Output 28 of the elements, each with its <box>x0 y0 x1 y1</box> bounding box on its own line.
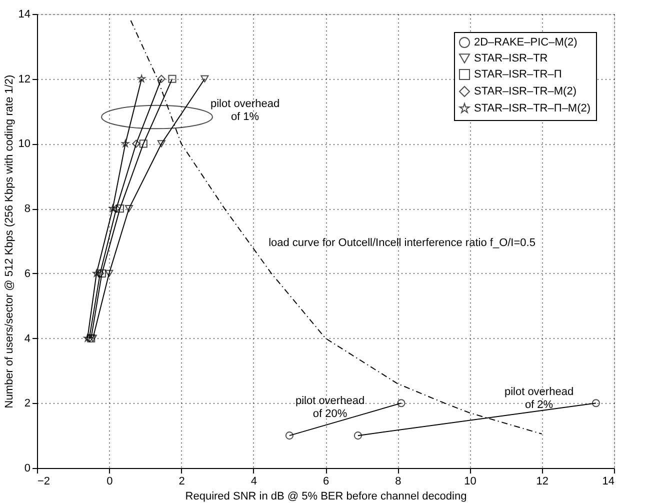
y-axis-title: Number of users/sector @ 512 Kbps (256 Kbps with coding rate 1/2) <box>3 74 16 408</box>
legend-label: 2D–RAKE–PIC–M(2) <box>474 36 578 48</box>
x-tick-label: 8 <box>395 476 402 488</box>
annotation: pilot overhead of 1% <box>210 98 280 123</box>
x-tick-label: 4 <box>250 476 257 488</box>
y-tick-label: 2 <box>24 398 30 410</box>
y-tick-label: 10 <box>18 138 30 150</box>
annotation: load curve for Outcell/Incell interference ratio f_O/I=0.5 <box>268 237 536 249</box>
x-tick-label: 0 <box>106 476 113 488</box>
y-tick-label: 0 <box>24 462 30 474</box>
legend-label: STAR–ISR–TR–Π <box>474 68 562 80</box>
annotation: pilot overhead of 20% <box>295 395 365 420</box>
x-axis-title: Required SNR in dB @ 5% BER before channel decoding <box>185 490 467 502</box>
x-tick-label: −2 <box>38 476 50 488</box>
y-tick-label: 14 <box>18 8 30 20</box>
annotation: pilot overhead of 2% <box>504 386 574 411</box>
y-tick-label: 6 <box>24 268 30 280</box>
x-tick-label: 14 <box>602 476 614 488</box>
y-tick-label: 12 <box>18 73 30 86</box>
x-tick-label: 6 <box>322 476 330 488</box>
x-tick-label: 10 <box>464 476 476 488</box>
y-tick-label: 4 <box>24 332 30 345</box>
legend-label: STAR–ISR–TR <box>474 52 548 64</box>
x-tick-label: 12 <box>536 476 548 488</box>
legend-label: STAR–ISR–TR–Π–M(2) <box>474 102 591 114</box>
legend-label: STAR–ISR–TR–M(2) <box>474 86 576 98</box>
y-tick-label: 8 <box>24 203 30 216</box>
x-tick-label: 2 <box>178 476 185 488</box>
